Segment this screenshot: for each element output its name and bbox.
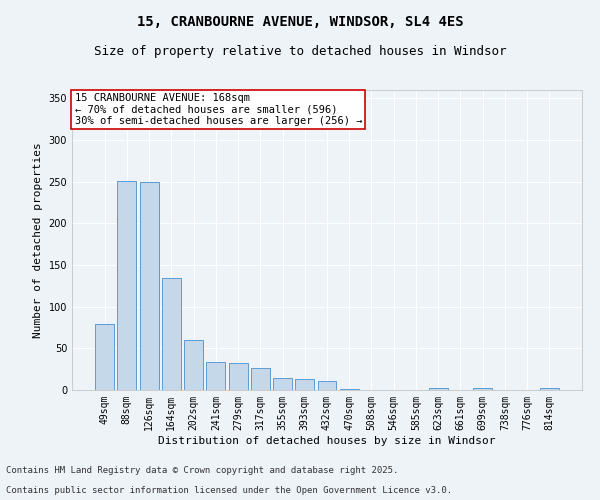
Bar xyxy=(118,181,136,390)
Text: Size of property relative to detached houses in Windsor: Size of property relative to detached ho… xyxy=(94,45,506,58)
Bar xyxy=(162,278,181,390)
Bar xyxy=(473,388,492,390)
Text: 15 CRANBOURNE AVENUE: 168sqm
← 70% of detached houses are smaller (596)
30% of s: 15 CRANBOURNE AVENUE: 168sqm ← 70% of de… xyxy=(74,93,362,126)
Bar xyxy=(184,340,203,390)
Bar xyxy=(340,389,359,390)
Bar xyxy=(95,324,114,390)
Bar xyxy=(140,182,158,390)
Text: 15, CRANBOURNE AVENUE, WINDSOR, SL4 4ES: 15, CRANBOURNE AVENUE, WINDSOR, SL4 4ES xyxy=(137,15,463,29)
Bar xyxy=(317,381,337,390)
Bar xyxy=(251,368,270,390)
Text: Contains HM Land Registry data © Crown copyright and database right 2025.: Contains HM Land Registry data © Crown c… xyxy=(6,466,398,475)
X-axis label: Distribution of detached houses by size in Windsor: Distribution of detached houses by size … xyxy=(158,436,496,446)
Bar xyxy=(206,362,225,390)
Y-axis label: Number of detached properties: Number of detached properties xyxy=(33,142,43,338)
Bar xyxy=(295,379,314,390)
Bar xyxy=(540,388,559,390)
Bar xyxy=(273,378,292,390)
Bar xyxy=(229,362,248,390)
Bar xyxy=(429,388,448,390)
Text: Contains public sector information licensed under the Open Government Licence v3: Contains public sector information licen… xyxy=(6,486,452,495)
